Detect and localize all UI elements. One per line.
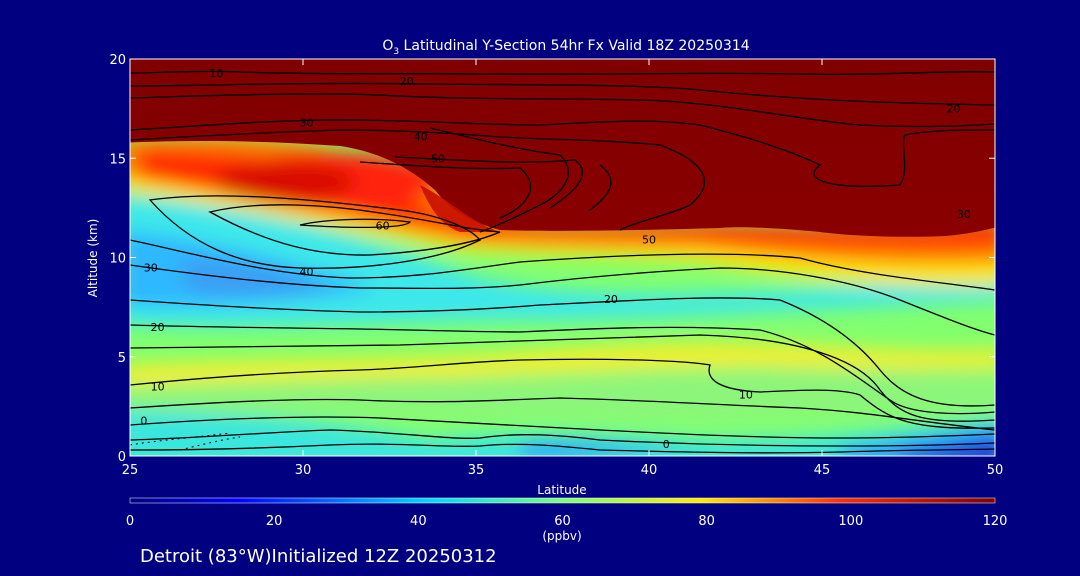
x-tick-label: 40 (641, 463, 658, 478)
contour-label: 20 (400, 75, 414, 88)
colorbar-tick-label: 120 (983, 514, 1008, 529)
x-axis-label: Latitude (537, 483, 586, 497)
contour-label: 20 (604, 293, 618, 306)
contour-label: 30 (144, 261, 158, 274)
colorbar-tick-label: 60 (554, 514, 571, 529)
y-tick-label: 10 (109, 252, 126, 267)
axis-ticks: 25 30 35 40 45 50 0 5 10 15 20 (109, 53, 1003, 478)
x-tick-label: 35 (468, 463, 485, 478)
colorbar-unit: (ppbv) (542, 529, 581, 543)
contour-label: 20 (946, 103, 960, 116)
contour-label: 40 (414, 130, 428, 143)
x-tick-label: 45 (814, 463, 831, 478)
dotted-contours (130, 432, 241, 451)
contour-label: 40 (299, 265, 313, 278)
contour-label: 50 (642, 234, 656, 247)
contour-label: 0 (140, 414, 147, 427)
x-tick-label: 30 (295, 463, 312, 478)
contour-label: 30 (957, 208, 971, 221)
y-tick-label: 5 (118, 351, 126, 366)
x-tick-label: 50 (987, 463, 1004, 478)
y-tick-label: 0 (118, 450, 126, 465)
footer-caption: Detroit (83°W)Initialized 12Z 20250312 (140, 546, 497, 567)
y-tick-label: 15 (109, 152, 126, 167)
contour-label: 10 (151, 381, 165, 394)
contour-label: 50 (431, 152, 445, 165)
colorbar (129, 497, 996, 504)
colorbar-tick-label: 80 (698, 514, 715, 529)
contour-label: 10 (739, 388, 753, 401)
y-tick-label: 20 (109, 53, 126, 68)
contour-label: 30 (299, 117, 313, 130)
x-tick-label: 25 (122, 463, 139, 478)
colorbar-tick-label: 100 (838, 514, 863, 529)
contour-label: 10 (210, 67, 224, 80)
chart-title: O3 Latitudinal Y-Section 54hr Fx Valid 1… (382, 38, 749, 57)
colorbar-tick-label: 40 (410, 514, 427, 529)
colorbar-tick-label: 20 (266, 514, 283, 529)
contour-label: 60 (376, 220, 390, 233)
contour-label: 0 (663, 438, 670, 451)
y-axis-label: Altitude (km) (86, 219, 100, 298)
contour-label: 20 (151, 321, 165, 334)
contour-lines (130, 70, 995, 454)
colorbar-ticks: 0 20 40 60 80 100 120 (126, 514, 1008, 529)
colorbar-tick-label: 0 (126, 514, 134, 529)
